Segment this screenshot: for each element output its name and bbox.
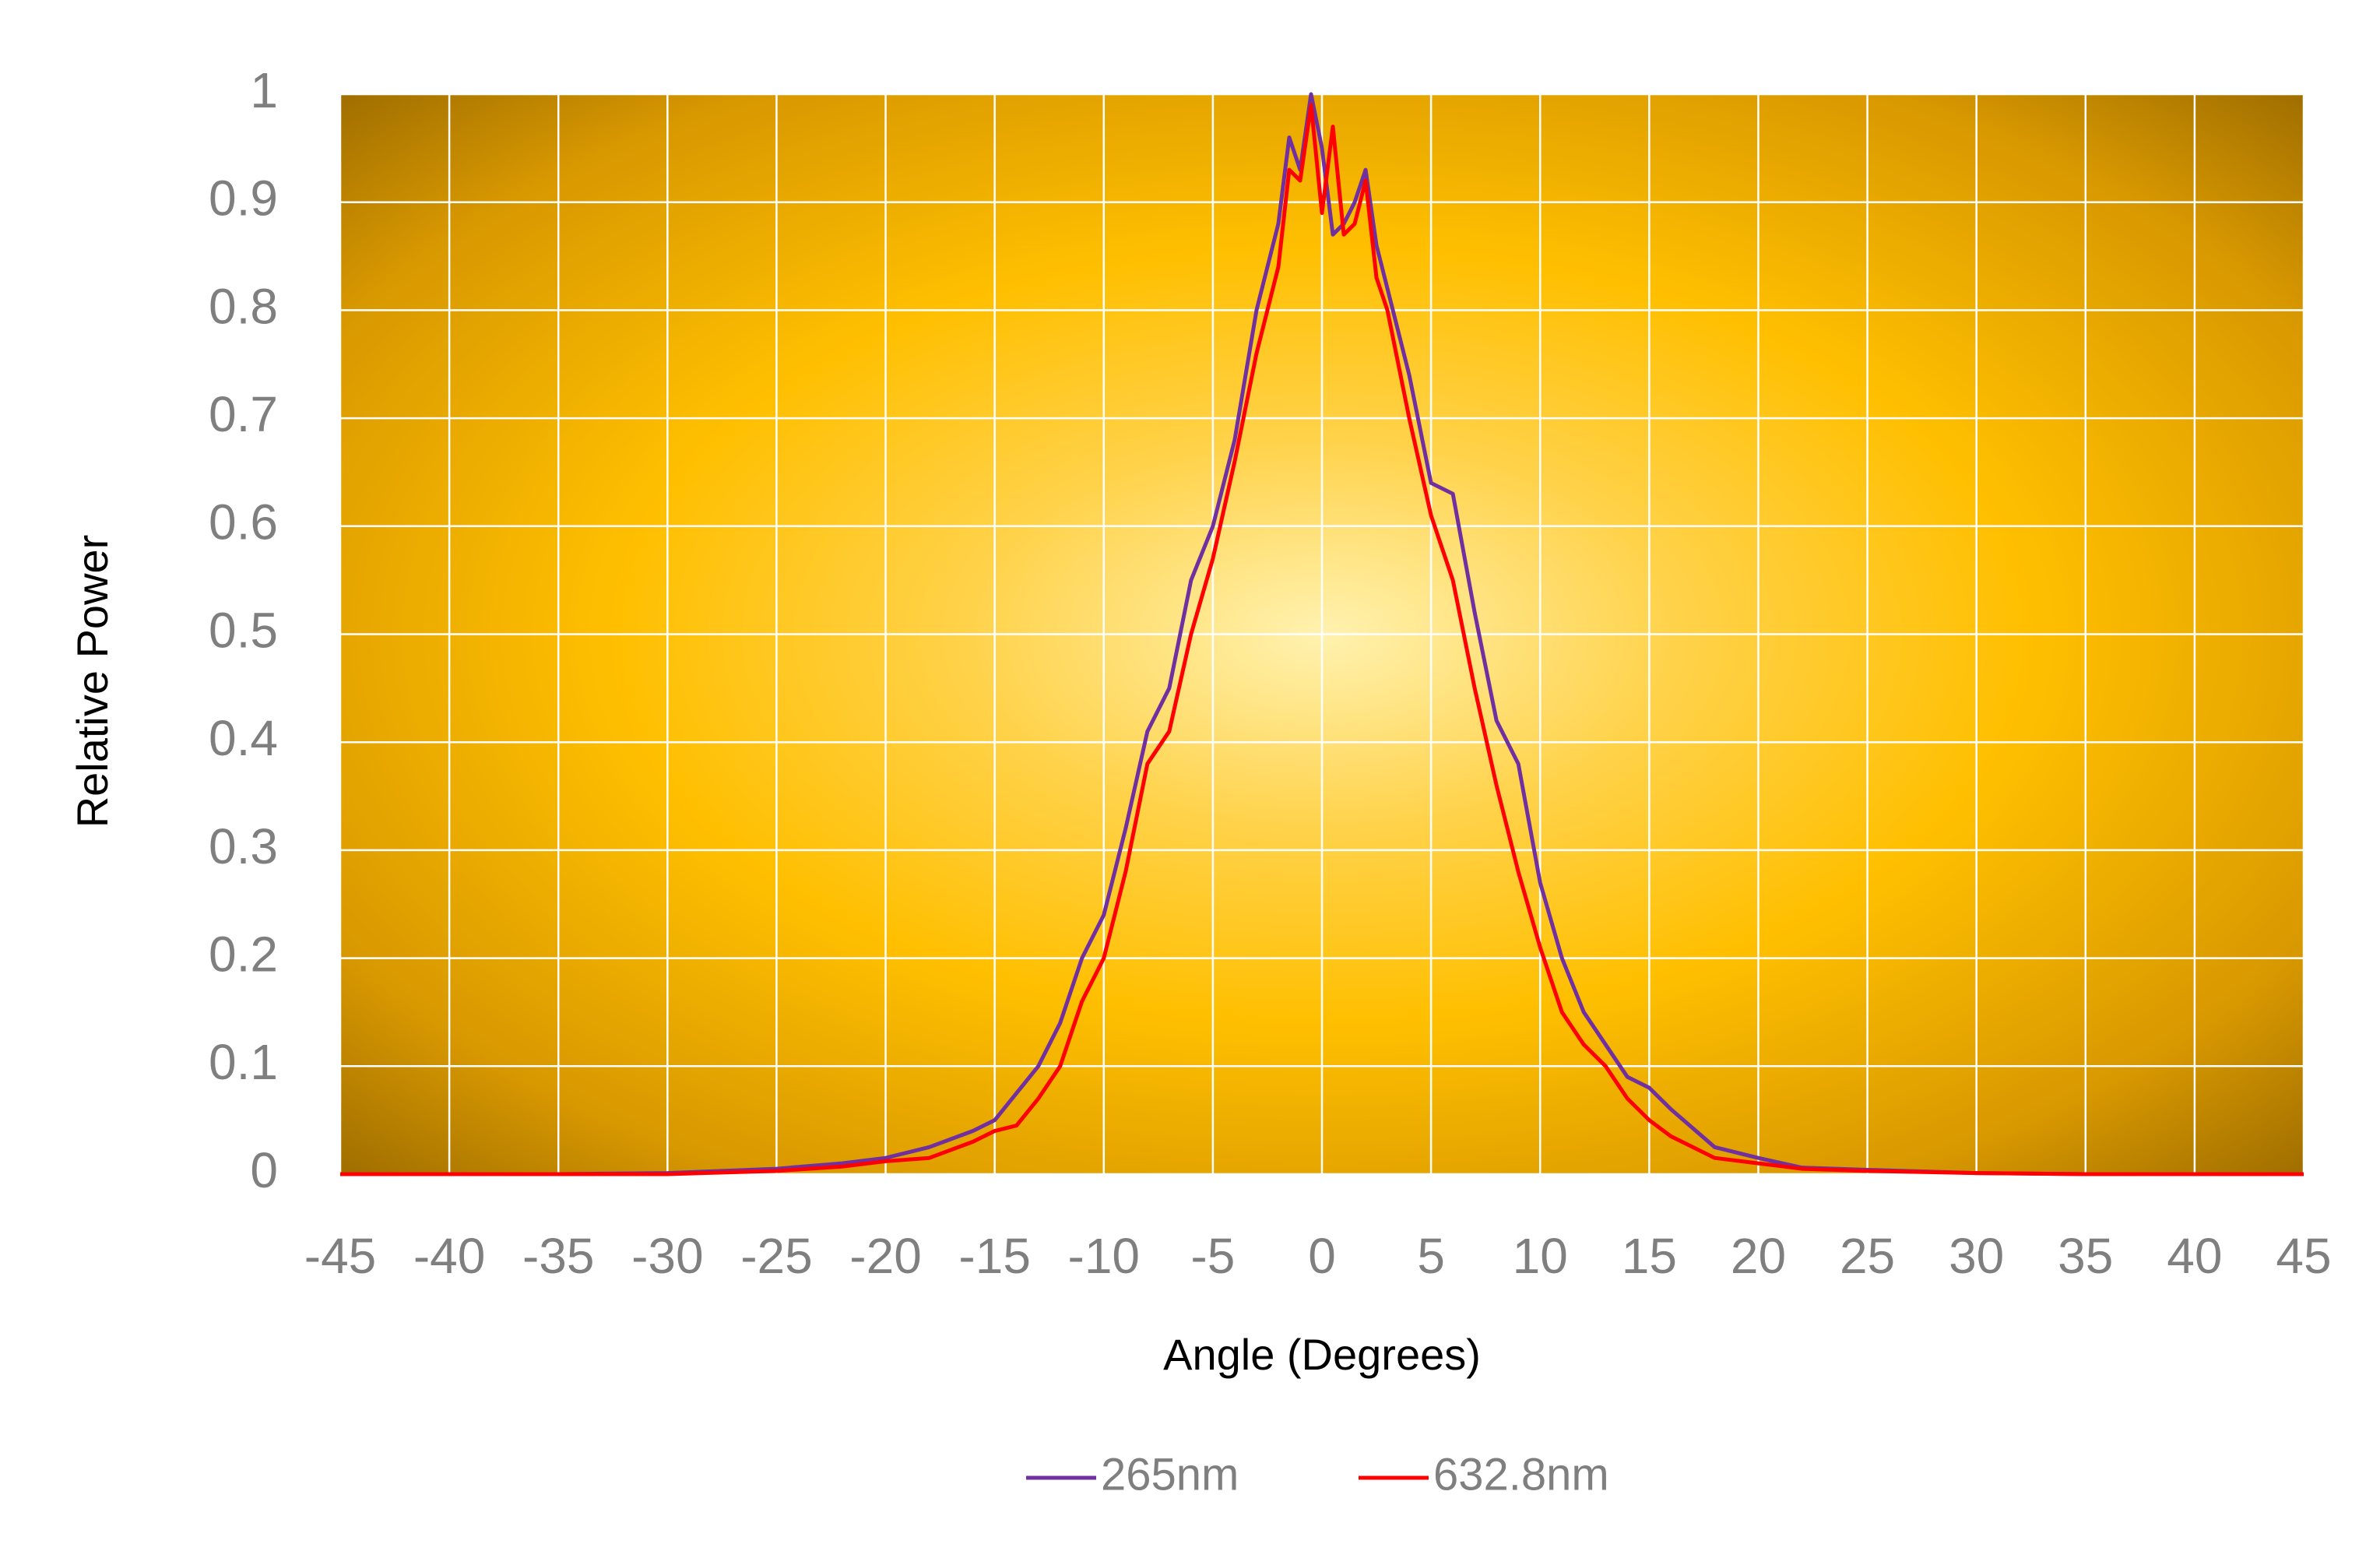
x-tick-label: -45 — [304, 1228, 377, 1284]
y-tick-label: 0.9 — [209, 171, 278, 227]
x-tick-label: -10 — [1068, 1228, 1141, 1284]
x-tick-label: 35 — [2058, 1228, 2113, 1284]
x-tick-label: 45 — [2276, 1228, 2331, 1284]
y-tick-label: 0.4 — [209, 710, 278, 766]
x-tick-label: 5 — [1417, 1228, 1445, 1284]
x-tick-label: 15 — [1622, 1228, 1677, 1284]
legend: 265nm 632.8nm — [1026, 1449, 1609, 1500]
series-line — [340, 103, 2304, 1176]
x-tick-label: 20 — [1731, 1228, 1786, 1284]
x-tick-label: -25 — [740, 1228, 813, 1284]
y-tick-label: 0.2 — [209, 927, 278, 983]
x-tick-label: 25 — [1840, 1228, 1895, 1284]
y-tick-label: 0 — [250, 1142, 278, 1198]
x-tick-label: -15 — [958, 1228, 1031, 1284]
x-tick-label: -5 — [1190, 1228, 1235, 1284]
x-tick-label: 0 — [1308, 1228, 1336, 1284]
series-line — [340, 92, 2304, 1176]
x-tick-label: -20 — [849, 1228, 922, 1284]
x-tick-label: -30 — [631, 1228, 704, 1284]
y-tick-label: 0.6 — [209, 494, 278, 550]
x-tick-label: 40 — [2167, 1228, 2222, 1284]
x-tick-label: 10 — [1513, 1228, 1568, 1284]
lines — [340, 92, 2304, 1176]
legend-label: 265nm — [1101, 1449, 1239, 1500]
y-tick-label: 0.7 — [209, 386, 278, 442]
x-tick-label: 30 — [1949, 1228, 2004, 1284]
x-tick-label: -40 — [413, 1228, 486, 1284]
x-tick-label: -35 — [522, 1228, 595, 1284]
y-tick-label: 0.1 — [209, 1034, 278, 1090]
y-tick-label: 0.8 — [209, 278, 278, 334]
y-tick-label: 0.5 — [209, 602, 278, 658]
y-axis-title: Relative Power — [68, 535, 117, 828]
x-axis-title: Angle (Degrees) — [1163, 1330, 1481, 1379]
y-tick-label: 0.3 — [209, 818, 278, 874]
legend-label: 632.8nm — [1433, 1449, 1609, 1500]
y-tick-label: 1 — [250, 62, 278, 118]
